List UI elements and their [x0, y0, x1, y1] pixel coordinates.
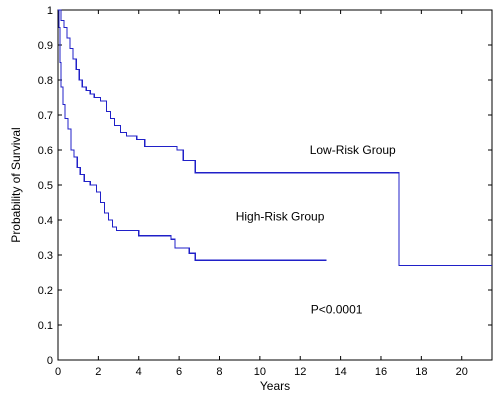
x-tick-label: 14 — [334, 366, 346, 378]
series-layer — [58, 9, 492, 267]
x-tick-label: 16 — [375, 366, 387, 378]
y-tick-label: 0.8 — [38, 75, 53, 87]
y-tick-label: 0.7 — [38, 110, 53, 122]
y-tick-label: 0.5 — [38, 180, 53, 192]
x-tick-label: 20 — [456, 366, 468, 378]
axes: 0 2 4 6 8 10 12 14 16 18 20 0 0.1 0.2 0.3 0.4 0.5 0.6 0.7 0… — [38, 5, 493, 378]
annotation-layer: Low-Risk Group High-Risk Group P<0.0001 — [236, 143, 396, 316]
x-tick-label: 8 — [216, 366, 222, 378]
annotation-low-risk: Low-Risk Group — [310, 143, 396, 157]
x-tick-label: 18 — [415, 366, 427, 378]
y-tick-label: 0.4 — [38, 215, 53, 227]
y-tick-label: 0 — [47, 355, 53, 367]
x-tick-label: 10 — [254, 366, 266, 378]
y-tick-label: 0.9 — [38, 40, 53, 52]
x-tick-label: 0 — [55, 366, 61, 378]
y-tick-label: 0.6 — [38, 145, 53, 157]
y-tick-label: 0.3 — [38, 250, 53, 262]
x-tick-label: 2 — [95, 366, 101, 378]
y-axis-title: Probability of Survival — [9, 127, 23, 242]
x-tick-label: 12 — [294, 366, 306, 378]
y-tick-label: 0.2 — [38, 285, 53, 297]
annotation-p-value: P<0.0001 — [311, 302, 363, 316]
series-line-low-risk — [58, 9, 492, 267]
series-line-high-risk — [58, 9, 327, 261]
x-tick-label: 4 — [136, 366, 142, 378]
x-axis-title: Years — [260, 379, 290, 393]
annotation-high-risk: High-Risk Group — [236, 210, 325, 224]
y-tick-label: 0.1 — [38, 320, 53, 332]
x-tick-label: 6 — [176, 366, 182, 378]
y-tick-label: 1 — [47, 5, 53, 17]
plot-frame — [57, 9, 493, 361]
